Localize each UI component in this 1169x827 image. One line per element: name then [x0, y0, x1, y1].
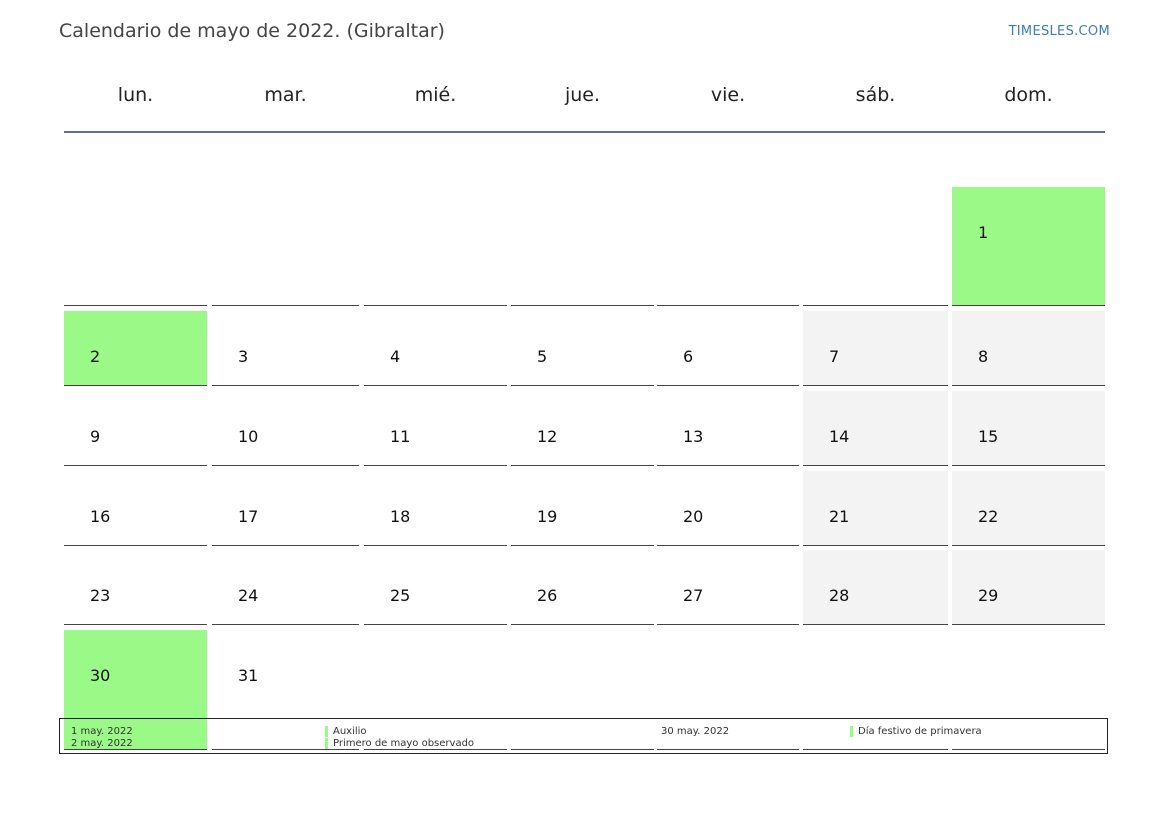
weekday-label: mar.	[264, 84, 307, 106]
day-number: 11	[390, 427, 411, 446]
brand-link[interactable]: TIMESLES.COM	[1008, 24, 1110, 39]
day-cell[interactable]: 17	[212, 471, 359, 546]
day-cell[interactable]: 31	[212, 630, 359, 750]
day-number: 28	[829, 586, 850, 605]
day-number: 8	[978, 347, 989, 366]
day-cell[interactable]: 20	[657, 471, 799, 546]
header-rule	[64, 131, 1105, 133]
weekday-label: vie.	[710, 84, 746, 106]
holiday-color-swatch	[325, 726, 328, 737]
day-number: 10	[238, 427, 259, 446]
empty-day-cell	[212, 187, 359, 306]
day-number: 21	[829, 507, 850, 526]
day-cell[interactable]: 26	[511, 550, 654, 625]
day-cell[interactable]: 4	[364, 311, 507, 386]
legend-date: 30 may. 2022	[661, 726, 730, 737]
day-cell[interactable]: 18	[364, 471, 507, 546]
day-number: 19	[537, 507, 558, 526]
day-number: 27	[683, 586, 704, 605]
day-cell[interactable]: 7	[803, 311, 948, 386]
empty-day-cell	[657, 630, 799, 750]
day-number: 13	[683, 427, 704, 446]
holiday-day-cell[interactable]: 30	[64, 630, 207, 750]
weekday-label: dom.	[1004, 84, 1053, 106]
day-number: 29	[978, 586, 999, 605]
day-cell[interactable]: 10	[212, 391, 359, 466]
weekday-label: mié.	[414, 84, 457, 106]
holiday-legend: 1 may. 2022 2 may. 2022 Auxilio Primero …	[59, 718, 1108, 754]
day-number: 14	[829, 427, 850, 446]
weekday-header: lun. mar. mié. jue. vie. sáb. dom.	[64, 84, 1105, 133]
day-number: 23	[90, 586, 111, 605]
day-cell[interactable]: 5	[511, 311, 654, 386]
legend-date: 1 may. 2022	[71, 726, 133, 737]
day-cell[interactable]: 21	[803, 471, 948, 546]
day-cell[interactable]: 27	[657, 550, 799, 625]
day-number: 12	[537, 427, 558, 446]
day-cell[interactable]: 16	[64, 471, 207, 546]
day-number: 3	[238, 347, 249, 366]
day-number: 1	[978, 223, 989, 242]
day-cell[interactable]: 9	[64, 391, 207, 466]
holiday-color-swatch	[325, 738, 328, 749]
day-number: 6	[683, 347, 694, 366]
day-cell[interactable]: 13	[657, 391, 799, 466]
day-number: 22	[978, 507, 999, 526]
day-number: 20	[683, 507, 704, 526]
holiday-day-cell[interactable]: 2	[64, 311, 207, 386]
day-cell[interactable]: 25	[364, 550, 507, 625]
day-number: 16	[90, 507, 111, 526]
empty-day-cell	[364, 187, 507, 306]
day-cell[interactable]: 11	[364, 391, 507, 466]
calendar: lun. mar. mié. jue. vie. sáb. dom. 1 2 3 4 5 6 7 8 9 10…	[64, 84, 1105, 750]
weekday-label: sáb.	[855, 84, 896, 106]
day-cell[interactable]: 22	[952, 471, 1105, 546]
day-cell[interactable]: 23	[64, 550, 207, 625]
empty-day-cell	[64, 187, 207, 306]
day-cell[interactable]: 3	[212, 311, 359, 386]
day-number: 25	[390, 586, 411, 605]
day-cell[interactable]: 28	[803, 550, 948, 625]
legend-date: 2 may. 2022	[71, 738, 133, 749]
day-number: 2	[90, 347, 101, 366]
day-cell[interactable]: 19	[511, 471, 654, 546]
day-cell[interactable]: 24	[212, 550, 359, 625]
day-cell[interactable]: 8	[952, 311, 1105, 386]
day-cell[interactable]: 12	[511, 391, 654, 466]
day-cell[interactable]: 6	[657, 311, 799, 386]
weekday-label: lun.	[117, 84, 154, 106]
day-cell[interactable]: 29	[952, 550, 1105, 625]
day-number: 31	[238, 666, 259, 685]
page-title: Calendario de mayo de 2022. (Gibraltar)	[59, 20, 445, 42]
weekday-label: jue.	[564, 84, 601, 106]
day-number: 5	[537, 347, 548, 366]
day-number: 7	[829, 347, 840, 366]
day-cell[interactable]: 15	[952, 391, 1105, 466]
day-number: 4	[390, 347, 401, 366]
day-number: 26	[537, 586, 558, 605]
day-number: 15	[978, 427, 999, 446]
legend-holiday-name: Día festivo de primavera	[858, 726, 982, 737]
holiday-day-cell[interactable]: 1	[952, 187, 1105, 306]
day-number: 17	[238, 507, 259, 526]
empty-day-cell	[657, 187, 799, 306]
day-number: 24	[238, 586, 259, 605]
empty-day-cell	[511, 630, 654, 750]
holiday-color-swatch	[850, 726, 853, 737]
empty-day-cell	[364, 630, 507, 750]
day-cell[interactable]: 14	[803, 391, 948, 466]
empty-day-cell	[803, 630, 948, 750]
day-number: 18	[390, 507, 411, 526]
empty-day-cell	[952, 630, 1105, 750]
empty-day-cell	[803, 187, 948, 306]
day-number: 30	[90, 666, 111, 685]
legend-holiday-name: Auxilio	[333, 726, 367, 737]
legend-holiday-name: Primero de mayo observado	[333, 738, 475, 749]
empty-day-cell	[511, 187, 654, 306]
day-number: 9	[90, 427, 101, 446]
